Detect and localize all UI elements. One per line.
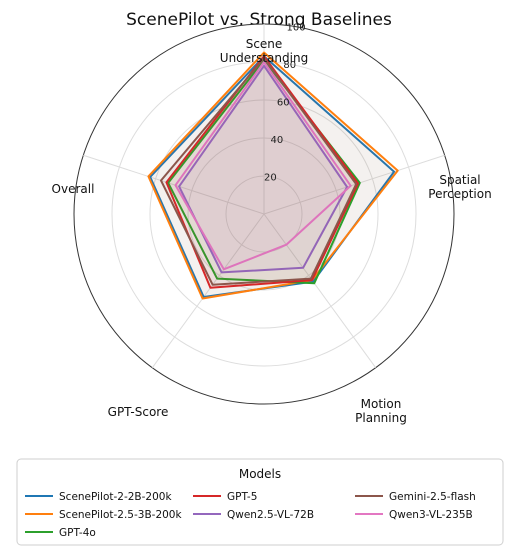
axis-label-3: Motion Planning (355, 397, 407, 425)
axis-label-5: Overall (52, 182, 95, 196)
spoke-3 (263, 213, 377, 369)
axis-label-2: Spatial Perception (428, 173, 491, 201)
legend-label-1: ScenePilot-2-2B-200k (59, 491, 172, 503)
spoke-2 (263, 154, 445, 215)
legend-label-5: Qwen2.5-VL-72B (227, 509, 314, 521)
spoke-4 (151, 213, 265, 369)
legend-label-4: ScenePilot-2.5-3B-200k (59, 509, 182, 521)
radar-grid (73, 23, 455, 405)
axis-label-4: GPT-Score (108, 405, 169, 419)
spoke-5 (83, 154, 265, 215)
series-7-polygon (160, 57, 358, 286)
axis-label-1: Scene Understanding (220, 37, 308, 65)
legend-label-2: GPT-5 (227, 491, 257, 503)
legend-title: Models (239, 467, 281, 481)
series-5-polygon (178, 64, 349, 274)
r-tick-label-1: 20 (264, 173, 277, 184)
axis-labels: Scene Understanding Spatial Perception Motio… (52, 37, 492, 425)
r-tick-label-5: 100 (287, 23, 306, 34)
series-layer (147, 51, 399, 300)
r-tick-label-3: 60 (277, 98, 290, 109)
series-4-polygon (165, 55, 359, 289)
r-tick-label-4: 80 (283, 60, 296, 71)
chart-title: ScenePilot vs. Strong Baselines (126, 10, 392, 30)
legend-label-6: Qwen3-VL-235B (389, 509, 473, 521)
legend-label-3: Gemini-2.5-flash (389, 491, 476, 503)
r-tick-label-2: 40 (271, 135, 284, 146)
series-6-polygon (174, 61, 352, 271)
legend: Models ScenePilot-2-2B-200k GPT-5 Gemini-2… (16, 458, 504, 546)
legend-label-7: GPT-4o (59, 527, 96, 539)
legend-box (16, 458, 504, 546)
tick-labels: 20 40 60 80 100 (264, 23, 306, 184)
